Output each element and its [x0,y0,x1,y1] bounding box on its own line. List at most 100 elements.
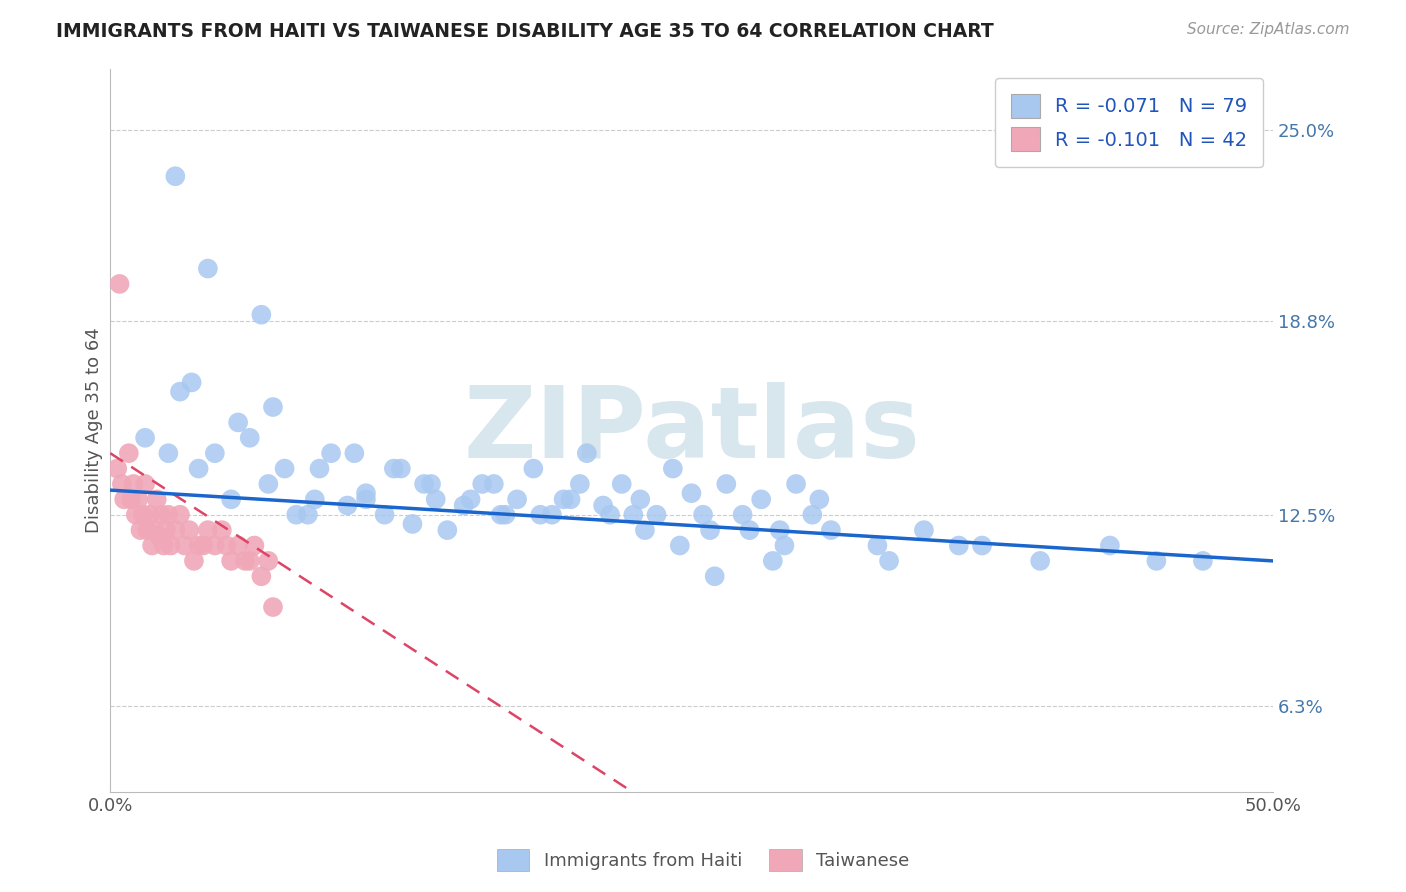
Point [692,508,714,522]
Point [495,508,517,522]
Point [749,492,772,507]
Point [374,508,396,522]
Point [662,461,685,475]
Point [122,477,145,491]
Point [769,523,792,537]
Point [716,477,738,491]
Point [801,508,824,522]
Point [204,446,226,460]
Point [575,446,598,460]
Point [273,461,295,475]
Point [592,499,614,513]
Y-axis label: Disability Age 35 to 64: Disability Age 35 to 64 [86,327,103,533]
Point [420,477,443,491]
Point [169,384,191,399]
Point [187,461,209,475]
Point [134,477,156,491]
Point [211,523,233,537]
Point [262,400,284,414]
Point [738,523,761,537]
Point [219,554,242,568]
Point [681,486,703,500]
Point [204,539,226,553]
Point [599,508,621,522]
Point [703,569,725,583]
Legend: R = -0.071   N = 79, R = -0.101   N = 42: R = -0.071 N = 79, R = -0.101 N = 42 [995,78,1263,167]
Point [143,523,166,537]
Point [129,523,152,537]
Point [425,492,447,507]
Point [155,523,177,537]
Point [621,508,644,522]
Point [165,523,187,537]
Point [948,539,970,553]
Point [628,492,651,507]
Point [120,492,142,507]
Point [354,492,377,507]
Point [169,508,191,522]
Point [645,508,668,522]
Text: IMMIGRANTS FROM HAITI VS TAIWANESE DISABILITY AGE 35 TO 64 CORRELATION CHART: IMMIGRANTS FROM HAITI VS TAIWANESE DISAB… [56,22,994,41]
Point [152,539,174,553]
Point [226,416,249,430]
Point [820,523,842,537]
Point [522,461,544,475]
Point [157,446,180,460]
Point [482,477,505,491]
Text: ZIPatlas: ZIPatlas [463,382,920,479]
Point [173,539,195,553]
Point [1192,554,1215,568]
Point [731,508,754,522]
Point [1098,539,1121,553]
Point [193,539,215,553]
Point [239,554,262,568]
Point [785,477,807,491]
Text: Source: ZipAtlas.com: Source: ZipAtlas.com [1187,22,1350,37]
Point [257,477,280,491]
Point [179,523,201,537]
Point [389,461,412,475]
Point [136,523,159,537]
Point [568,477,591,491]
Point [1144,554,1167,568]
Point [215,539,238,553]
Point [257,554,280,568]
Point [187,539,209,553]
Point [319,446,342,460]
Point [148,529,170,543]
Point [118,446,141,460]
Point [157,508,180,522]
Point [529,508,551,522]
Point [134,431,156,445]
Point [145,492,167,507]
Point [243,539,266,553]
Point [382,461,405,475]
Point [111,477,134,491]
Point [233,554,256,568]
Point [541,508,564,522]
Point [250,569,273,583]
Point [219,492,242,507]
Point [226,539,249,553]
Point [460,492,482,507]
Point [877,554,900,568]
Point [285,508,308,522]
Point [506,492,529,507]
Point [197,261,219,276]
Point [141,539,163,553]
Point [108,277,131,291]
Point [699,523,721,537]
Point [436,523,458,537]
Point [560,492,582,507]
Point [343,446,366,460]
Point [262,600,284,615]
Point [165,169,187,184]
Point [308,461,330,475]
Point [773,539,796,553]
Legend: Immigrants from Haiti, Taiwanese: Immigrants from Haiti, Taiwanese [489,842,917,879]
Point [471,477,494,491]
Point [1029,554,1052,568]
Point [634,523,657,537]
Point [336,499,359,513]
Point [297,508,319,522]
